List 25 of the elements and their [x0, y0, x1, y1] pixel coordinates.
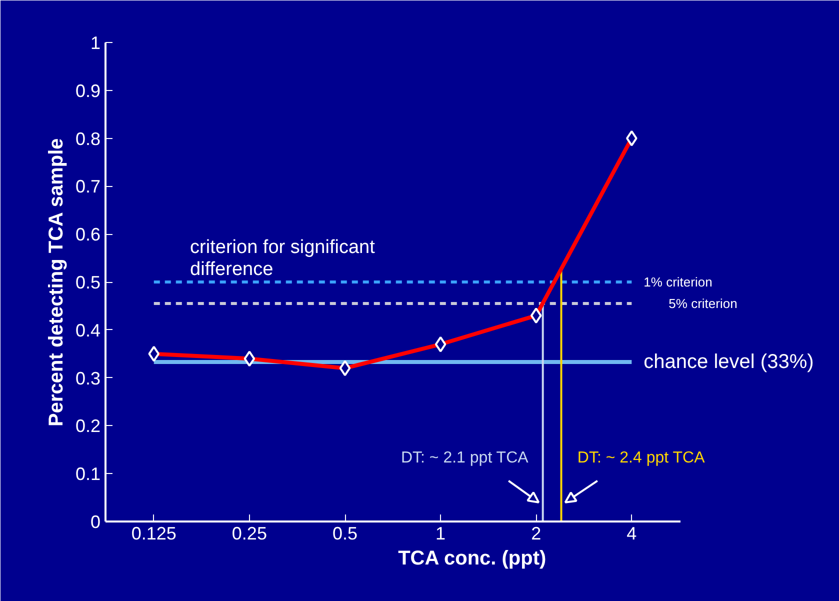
- y-tick-label: 0.4: [75, 320, 101, 340]
- y-tick-label: 0.9: [75, 80, 101, 101]
- y-tick-label: 0.3: [75, 368, 101, 388]
- ref-line-label: chance level (33%): [644, 350, 814, 373]
- x-tick-label: 4: [626, 524, 637, 544]
- x-tick-label: 0.5: [332, 524, 358, 544]
- x-tick-label: 0.25: [232, 524, 267, 544]
- ref-line-label: DT: ~ 2.1 ppt TCA: [400, 449, 529, 466]
- ref-line-label: 1% criterion: [644, 274, 712, 290]
- y-tick-label: 0: [90, 512, 101, 532]
- y-tick-label: 1: [90, 33, 101, 53]
- y-tick-label: 0.2: [75, 416, 101, 436]
- y-tick-label: 0.7: [75, 176, 101, 197]
- y-tick-label: 0.6: [75, 224, 101, 245]
- y-tick-label: 0.1: [75, 464, 101, 484]
- y-tick-label: 0.5: [75, 272, 101, 292]
- x-tick-label: 1: [436, 524, 446, 544]
- annotation: criterion for significant difference: [190, 237, 376, 280]
- x-tick-label: 0.125: [131, 524, 176, 544]
- ref-line-label: DT: ~ 2.4 ppt TCA: [577, 449, 706, 466]
- ref-line-label: 5% criterion: [668, 296, 738, 312]
- y-tick-label: 0.8: [75, 128, 101, 149]
- y-axis-title: Percent detecting TCA sample: [45, 138, 68, 426]
- x-axis-title: TCA conc. (ppt): [398, 548, 546, 570]
- x-tick-label: 2: [531, 524, 542, 544]
